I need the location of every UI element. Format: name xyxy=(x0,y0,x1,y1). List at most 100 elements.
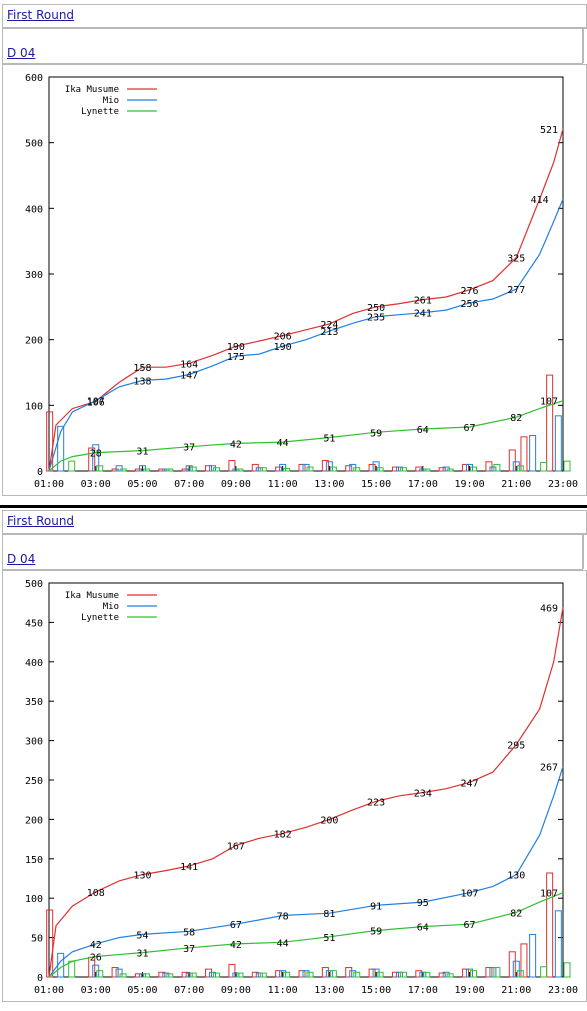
data-label: 107 xyxy=(461,889,479,900)
x-tick-label: 17:00 xyxy=(408,985,438,996)
x-tick-label: 19:00 xyxy=(454,985,484,996)
legend-label: Lynette xyxy=(81,613,119,623)
data-label: 167 xyxy=(227,841,245,852)
chart: 0 50 100 150 200 250 300 350 400 450 500 01:00 03:00… xyxy=(25,579,578,996)
data-label: 44 xyxy=(277,938,289,949)
data-label: 54 xyxy=(136,930,148,941)
bar xyxy=(470,466,478,472)
x-tick-label: 19:00 xyxy=(454,479,484,490)
bar xyxy=(415,970,423,978)
x-tick-label: 01:00 xyxy=(34,479,64,490)
bar xyxy=(546,872,554,978)
bar xyxy=(466,968,474,978)
bar xyxy=(321,967,329,978)
bar xyxy=(419,971,427,978)
bar xyxy=(462,463,470,472)
bar xyxy=(68,960,76,978)
round-link[interactable]: First Round xyxy=(7,514,75,528)
day-link[interactable]: D 04 xyxy=(7,552,36,566)
bar xyxy=(508,951,516,978)
bar xyxy=(516,465,524,472)
bar xyxy=(353,467,361,472)
bar xyxy=(57,425,65,472)
bar xyxy=(189,972,197,978)
bar xyxy=(166,973,174,978)
bar xyxy=(419,468,427,472)
bar xyxy=(554,910,562,978)
x-tick-label: 11:00 xyxy=(268,479,298,490)
bar xyxy=(119,468,127,472)
y-tick-label: 300 xyxy=(25,270,43,281)
data-label: 256 xyxy=(461,299,479,310)
bar xyxy=(213,467,221,472)
bar xyxy=(275,466,283,472)
data-label: 182 xyxy=(274,830,292,841)
bar xyxy=(228,459,236,472)
x-tick-label: 09:00 xyxy=(221,985,251,996)
x-tick-label: 09:00 xyxy=(221,479,251,490)
y-tick-label: 200 xyxy=(25,336,43,347)
data-label: 106 xyxy=(87,397,105,408)
bar xyxy=(446,973,454,978)
x-tick-label: 15:00 xyxy=(361,479,391,490)
y-tick-label: 0 xyxy=(37,467,43,478)
bar xyxy=(446,468,454,472)
y-tick-label: 250 xyxy=(25,776,43,787)
bar xyxy=(115,968,123,978)
data-label: 81 xyxy=(323,909,335,920)
data-label: 213 xyxy=(320,327,338,338)
bar xyxy=(489,466,497,472)
bar xyxy=(68,460,76,472)
bar xyxy=(275,970,283,978)
x-tick-label: 21:00 xyxy=(501,479,531,490)
bar xyxy=(134,973,142,978)
data-label: 414 xyxy=(531,195,549,206)
bar xyxy=(236,972,244,978)
bar xyxy=(115,465,123,472)
series-line xyxy=(48,128,564,472)
bar xyxy=(368,968,376,978)
bar xyxy=(259,467,267,472)
bar xyxy=(158,468,166,472)
data-label: 200 xyxy=(320,815,338,826)
bar xyxy=(251,971,259,978)
bar xyxy=(166,468,174,472)
bar xyxy=(512,461,520,472)
data-label: 58 xyxy=(183,927,195,938)
data-label: 175 xyxy=(227,352,245,363)
bar xyxy=(423,468,431,472)
table-edge xyxy=(583,534,587,569)
bar xyxy=(236,468,244,472)
bar xyxy=(325,461,333,472)
x-tick-label: 13:00 xyxy=(314,479,344,490)
bar xyxy=(470,970,478,978)
data-label: 469 xyxy=(540,603,558,614)
chart-frame: 0 100 200 300 400 500 600 01:00 03:00 05:00 07:00 0… xyxy=(2,64,587,496)
data-label: 107 xyxy=(540,889,558,900)
bar xyxy=(181,468,189,472)
data-label: 31 xyxy=(136,447,148,458)
y-tick-label: 500 xyxy=(25,139,43,150)
series-line xyxy=(48,400,564,472)
bar xyxy=(349,970,357,978)
data-label: 31 xyxy=(136,949,148,960)
x-tick-label: 21:00 xyxy=(501,985,531,996)
plot-frame xyxy=(48,582,564,978)
x-tick-label: 13:00 xyxy=(314,985,344,996)
bar xyxy=(466,463,474,472)
bar xyxy=(325,970,333,978)
bar xyxy=(205,465,213,472)
bar xyxy=(353,971,361,978)
round-link[interactable]: First Round xyxy=(7,8,75,22)
table-edge xyxy=(583,28,587,63)
series-line xyxy=(48,198,564,472)
legend-label: Ika Musume xyxy=(65,85,119,95)
y-tick-label: 200 xyxy=(25,815,43,826)
day-link[interactable]: D 04 xyxy=(7,46,36,60)
bar xyxy=(138,973,146,978)
data-label: 277 xyxy=(507,285,525,296)
chart: 0 100 200 300 400 500 600 01:00 03:00 05:00 07:00 0… xyxy=(25,73,578,490)
data-label: 59 xyxy=(370,927,382,938)
data-label: 59 xyxy=(370,428,382,439)
bar xyxy=(399,467,407,472)
